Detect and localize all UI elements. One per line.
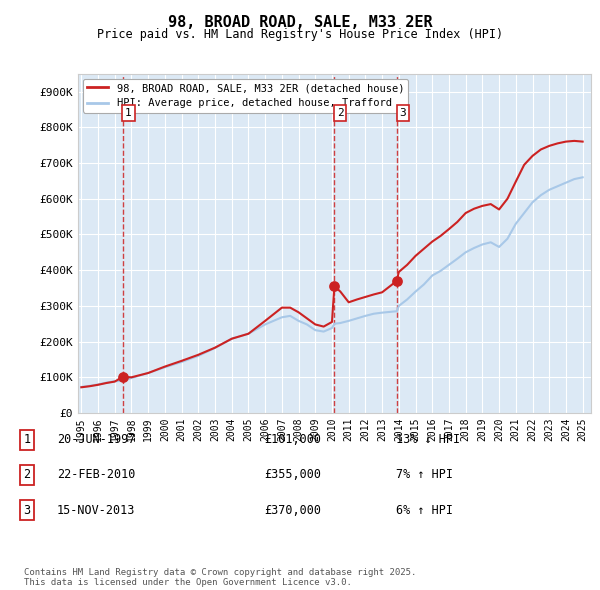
Point [392,276,401,286]
Text: 1: 1 [23,433,31,446]
Text: 7% ↑ HPI: 7% ↑ HPI [396,468,453,481]
Text: Contains HM Land Registry data © Crown copyright and database right 2025.
This d: Contains HM Land Registry data © Crown c… [24,568,416,587]
Text: 2: 2 [23,468,31,481]
Text: Price paid vs. HM Land Registry's House Price Index (HPI): Price paid vs. HM Land Registry's House … [97,28,503,41]
Text: 13% ↓ HPI: 13% ↓ HPI [396,433,460,446]
Text: 98, BROAD ROAD, SALE, M33 2ER: 98, BROAD ROAD, SALE, M33 2ER [167,15,433,30]
Text: £370,000: £370,000 [264,504,321,517]
Point [329,281,339,291]
Text: 3: 3 [400,108,406,118]
Text: 1: 1 [125,108,132,118]
Text: £101,000: £101,000 [264,433,321,446]
Text: 6% ↑ HPI: 6% ↑ HPI [396,504,453,517]
Text: 20-JUN-1997: 20-JUN-1997 [57,433,136,446]
Text: £355,000: £355,000 [264,468,321,481]
Point [118,372,127,382]
Legend: 98, BROAD ROAD, SALE, M33 2ER (detached house), HPI: Average price, detached hou: 98, BROAD ROAD, SALE, M33 2ER (detached … [83,79,408,113]
Text: 15-NOV-2013: 15-NOV-2013 [57,504,136,517]
Text: 22-FEB-2010: 22-FEB-2010 [57,468,136,481]
Text: 2: 2 [337,108,344,118]
Text: 3: 3 [23,504,31,517]
